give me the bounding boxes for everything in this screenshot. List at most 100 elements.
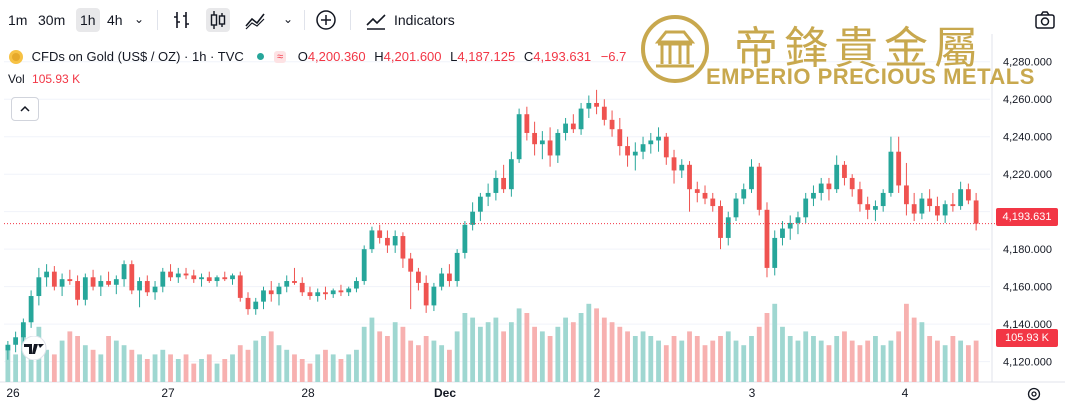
interval-4h[interactable]: 4h [107, 12, 123, 28]
candle-body [888, 151, 894, 193]
volume-bar [354, 349, 359, 382]
symbol-title[interactable]: CFDs on Gold (US$ / OZ) · 1h · TVC [31, 49, 244, 65]
volume-bar [98, 354, 104, 382]
volume-bar [733, 340, 739, 382]
volume-bar [253, 340, 259, 382]
low-label: L [450, 49, 458, 65]
toolbar-divider [350, 10, 351, 30]
volume-bar [222, 359, 228, 382]
time-axis-label: 2 [594, 386, 601, 400]
volume-bar [369, 317, 375, 382]
volume-bar [75, 336, 80, 382]
volume-bar [617, 326, 623, 382]
volume-bar [191, 363, 197, 382]
candle-body [818, 183, 824, 193]
time-axis-label: 28 [301, 386, 315, 400]
top-toolbar: 1m 30m 1h 4h ⌄ ⌄ Indicators [0, 0, 1065, 40]
volume-bar [524, 313, 530, 382]
volume-bar [13, 354, 19, 382]
volume-bar [423, 336, 429, 382]
logo-company-name: EMPERIO PRECIOUS METALS [706, 64, 1035, 89]
candle-body [206, 277, 212, 282]
candle-body [617, 129, 623, 147]
candle-body [501, 177, 507, 190]
time-axis-label: Dec [434, 386, 456, 400]
last-price-tag: 4,193.631 [996, 208, 1058, 226]
volume-bar [532, 326, 538, 382]
candle-body [446, 273, 452, 282]
candle-body [408, 258, 414, 272]
candles-style-icon[interactable] [206, 8, 230, 32]
volume-bar [570, 322, 576, 382]
volume-bar [160, 349, 166, 382]
emperio-logo-emblem [641, 15, 709, 83]
candle-body [679, 164, 685, 171]
chart-type-chevron-down-icon[interactable]: ⌄ [283, 12, 294, 26]
collapse-legend-button[interactable] [11, 97, 39, 121]
symbol-legend: CFDs on Gold (US$ / OZ) · 1h · TVC ≈ O4,… [8, 48, 626, 68]
volume-bar [385, 336, 390, 382]
candle-body [299, 282, 305, 293]
indicators-icon[interactable] [364, 8, 388, 32]
volume-bar [230, 354, 235, 382]
candle-body [919, 198, 925, 214]
candle-body [687, 164, 692, 190]
volume-bar [780, 326, 785, 382]
volume-bar [408, 340, 414, 382]
intervals-chevron-down-icon[interactable]: ⌄ [134, 12, 145, 26]
high-value: 4,201.600 [383, 49, 442, 65]
volume-bar [749, 336, 754, 382]
area-style-icon[interactable] [244, 8, 268, 32]
candle-body [927, 198, 933, 207]
candle-body [439, 273, 445, 287]
candle-body [315, 292, 321, 297]
candle-body [462, 224, 468, 253]
candle-body [694, 189, 700, 193]
candle-body [160, 271, 166, 287]
candle-body [950, 204, 956, 207]
close-value: 4,193.631 [533, 49, 592, 65]
volume-bar [261, 336, 266, 382]
candle-body [152, 286, 158, 293]
interval-1m[interactable]: 1m [8, 12, 28, 28]
interval-1h[interactable]: 1h [76, 8, 100, 32]
bar-style-icon[interactable] [170, 8, 194, 32]
interval-30m[interactable]: 30m [38, 12, 66, 28]
compare-add-symbol-icon[interactable] [314, 8, 338, 32]
volume-bar [880, 345, 886, 382]
volume-bar [330, 354, 336, 382]
volume-bar [927, 336, 933, 382]
volume-bar [563, 317, 568, 382]
volume-bar [834, 336, 840, 382]
volume-bar [555, 326, 561, 382]
volume-bar [144, 359, 150, 382]
volume-bar [710, 340, 716, 382]
candle-body [20, 322, 26, 338]
volume-bar [470, 317, 476, 382]
candle-body [214, 277, 220, 282]
volume-bar [656, 340, 661, 382]
chevron-up-icon [20, 105, 30, 112]
settings-gear-icon[interactable] [1026, 386, 1042, 402]
candle-body [330, 290, 336, 295]
volume-bar [942, 345, 948, 382]
candle-body [230, 275, 235, 280]
toolbar-divider [157, 10, 158, 30]
volume-bar [787, 336, 793, 382]
candle-body [764, 209, 770, 268]
candle-body [973, 200, 979, 224]
volume-bar [516, 308, 522, 382]
indicators-button[interactable]: Indicators [394, 12, 455, 28]
price-tick-label: 4,140.000 [1003, 319, 1052, 331]
candle-body [175, 273, 181, 278]
tradingview-logo-icon[interactable] [18, 336, 50, 360]
camera-icon[interactable] [1033, 8, 1057, 32]
candle-body [873, 206, 878, 210]
price-tick-label: 4,240.000 [1003, 132, 1052, 144]
candle-body [137, 281, 142, 291]
price-tick-label: 4,260.000 [1003, 94, 1052, 106]
volume-bar [663, 345, 669, 382]
volume-bar [919, 322, 925, 382]
volume-bar [973, 340, 979, 382]
